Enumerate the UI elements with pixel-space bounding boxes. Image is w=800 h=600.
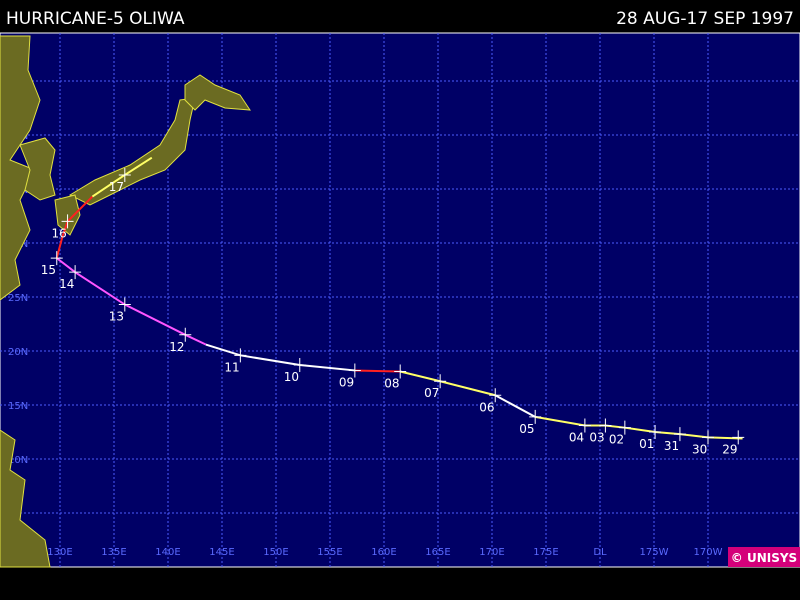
philippines (0, 429, 51, 568)
day-tick (529, 409, 542, 424)
day-tick (673, 427, 686, 442)
lon-label: 170E (479, 547, 504, 558)
day-label: 02 (609, 433, 624, 447)
lon-label: 140E (155, 547, 180, 558)
day-label: 06 (479, 400, 494, 414)
day-label: 31 (664, 439, 679, 453)
dates: 28 AUG-17 SEP 1997 (616, 9, 794, 29)
day-tick (348, 363, 361, 378)
day-label: 16 (52, 226, 67, 240)
day-label: 03 (589, 431, 604, 445)
day-tick (489, 388, 502, 403)
track-segment (55, 195, 94, 259)
day-label: 11 (224, 360, 239, 374)
lat-label: 20N (8, 347, 28, 358)
lon-label: 145E (209, 547, 234, 558)
lon-label: 130E (47, 547, 72, 558)
lon-label: 155E (317, 547, 342, 558)
day-tick (179, 327, 192, 342)
track-segment (205, 343, 355, 372)
grid: 45N40N35N30N25N20N15N10N5N130E135E140E14… (0, 33, 800, 567)
day-label: 29 (722, 442, 737, 456)
lon-label: 170W (694, 547, 723, 558)
day-tick (578, 418, 591, 433)
ocean (0, 32, 800, 568)
title: HURRICANE-5 OLIWA (6, 9, 185, 29)
korea (19, 137, 56, 201)
day-label: 09 (339, 375, 354, 389)
lat-label: 25N (8, 293, 28, 304)
day-label: 05 (519, 422, 534, 436)
day-label: 14 (59, 277, 74, 291)
lat-label: 10N (8, 455, 28, 466)
honshu (68, 97, 196, 206)
day-label: 01 (639, 437, 654, 451)
day-tick (702, 430, 714, 445)
day-tick (118, 297, 131, 312)
day-tick (434, 374, 447, 389)
lon-label: 165E (425, 547, 450, 558)
lon-label: 150E (263, 547, 288, 558)
credit: © UNISYS (731, 551, 797, 565)
day-label: 10 (284, 370, 299, 384)
lon-label: 135E (101, 547, 126, 558)
lat-label: 15N (8, 401, 28, 412)
day-tick (61, 214, 74, 229)
day-label: 13 (109, 310, 124, 324)
day-label: 17 (109, 180, 124, 194)
day-tick (50, 251, 63, 266)
day-tick (618, 420, 631, 435)
day-label: 30 (692, 442, 707, 456)
track-segment (354, 369, 401, 373)
day-label: 12 (169, 340, 184, 354)
day-tick (649, 425, 662, 439)
credit-box (728, 547, 800, 567)
day-tick (394, 364, 407, 379)
day-tick (293, 358, 306, 373)
day-label: 08 (384, 377, 399, 391)
day-label: 04 (569, 431, 584, 445)
lon-label: 175W (640, 547, 669, 558)
day-label: 07 (424, 386, 439, 400)
day-tick (69, 265, 82, 280)
day-tick (118, 167, 131, 182)
day-tick (732, 430, 745, 445)
lon-label: DL (593, 547, 607, 558)
day-tick (234, 348, 247, 363)
lon-label: 160E (371, 547, 396, 558)
land (0, 35, 251, 568)
track-segment (494, 394, 536, 418)
lon-label: 175E (533, 547, 558, 558)
hokkaido (184, 74, 251, 111)
day-tick (599, 418, 612, 433)
day-label: 15 (41, 263, 56, 277)
